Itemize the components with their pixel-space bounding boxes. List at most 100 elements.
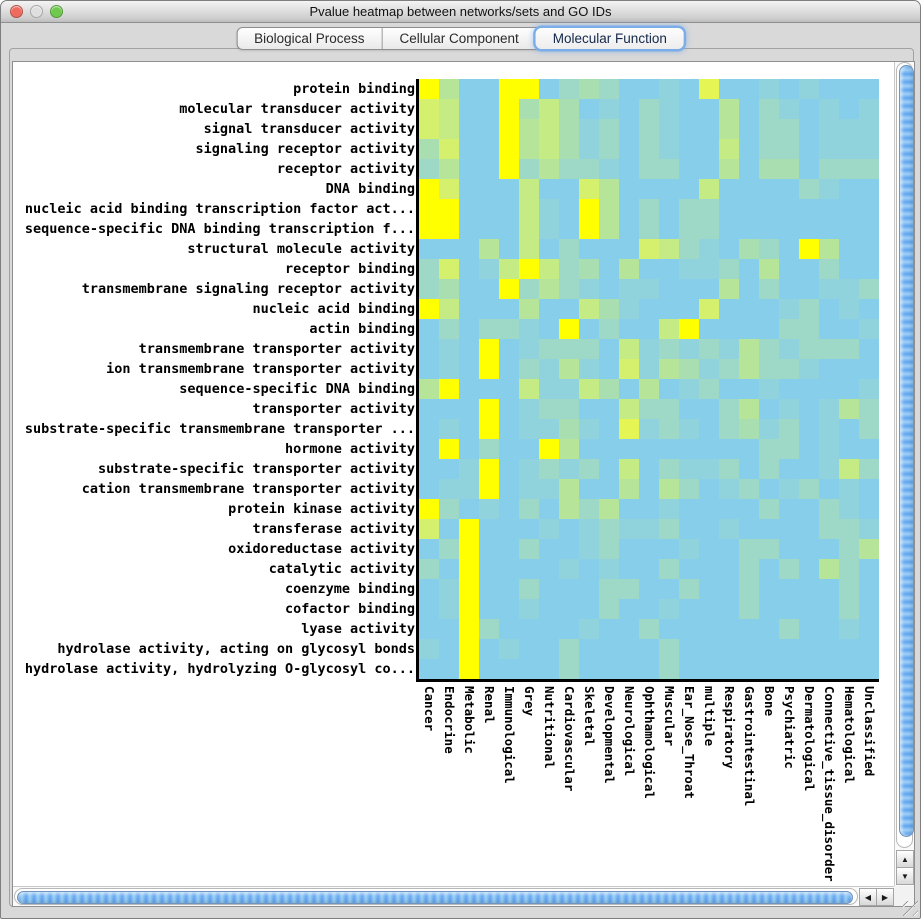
heatmap-cell [559, 399, 579, 419]
heatmap-cell [759, 299, 779, 319]
heatmap-cell [599, 259, 619, 279]
heatmap-cell [459, 219, 479, 239]
heatmap-cell [819, 599, 839, 619]
heatmap-cell [619, 419, 639, 439]
heatmap-cell [439, 659, 459, 679]
heatmap-cell [579, 579, 599, 599]
close-button[interactable] [10, 5, 23, 18]
heatmap-cell [559, 199, 579, 219]
heatmap-cell [839, 499, 859, 519]
heatmap-cell [519, 579, 539, 599]
heatmap-cell [459, 459, 479, 479]
heatmap-cell [859, 419, 879, 439]
tab-cellular-component[interactable]: Cellular Component [381, 28, 535, 49]
heatmap-cell [639, 379, 659, 399]
heatmap-cell [859, 579, 879, 599]
heatmap-cell [459, 299, 479, 319]
heatmap-cell [819, 279, 839, 299]
heatmap-cell [539, 219, 559, 239]
heatmap-cell [819, 579, 839, 599]
heatmap-cell [839, 299, 859, 319]
heatmap-cell [679, 259, 699, 279]
heatmap-cell [579, 599, 599, 619]
heatmap-cell [539, 659, 559, 679]
heatmap-cell [719, 419, 739, 439]
heatmap-cell [659, 559, 679, 579]
heatmap-cell [779, 459, 799, 479]
horizontal-scrollbar-track[interactable] [14, 888, 858, 905]
heatmap-cell [539, 559, 559, 579]
tab-biological-process[interactable]: Biological Process [254, 31, 365, 46]
heatmap-cell [539, 479, 559, 499]
heatmap-cell [659, 419, 679, 439]
heatmap-cell [439, 499, 459, 519]
heatmap-cell [579, 159, 599, 179]
heatmap-cell [439, 479, 459, 499]
heatmap-cell [739, 319, 759, 339]
heatmap-cell [499, 279, 519, 299]
heatmap-cell [599, 159, 619, 179]
heatmap-cell [579, 279, 599, 299]
heatmap-cell [799, 659, 819, 679]
scroll-left-button[interactable]: ◀ [859, 888, 877, 906]
scroll-up-button[interactable]: ▲ [896, 850, 914, 868]
heatmap-cell [519, 159, 539, 179]
heatmap-cell [499, 579, 519, 599]
heatmap-cell [459, 659, 479, 679]
heatmap-cell [559, 419, 579, 439]
heatmap-cell [639, 579, 659, 599]
heatmap-cell [779, 199, 799, 219]
heatmap-cell [719, 279, 739, 299]
row-label: nucleic acid binding [252, 301, 415, 317]
heatmap-cell [739, 79, 759, 99]
scroll-right-button[interactable]: ▶ [876, 888, 894, 906]
vertical-scrollbar-thumb[interactable] [899, 65, 914, 837]
tab-molecular-function[interactable]: Molecular Function [535, 28, 684, 49]
vertical-scrollbar-track[interactable] [896, 62, 914, 848]
heatmap-cell [639, 439, 659, 459]
heatmap-cell [779, 559, 799, 579]
resize-grip-icon[interactable] [903, 901, 918, 916]
heatmap-cell [699, 79, 719, 99]
x-axis-line [416, 679, 879, 682]
heatmap-cell [759, 99, 779, 119]
heatmap-cell [719, 239, 739, 259]
heatmap-cell [619, 139, 639, 159]
heatmap-cell [619, 119, 639, 139]
zoom-button[interactable] [50, 5, 63, 18]
column-label: multiple [702, 686, 717, 747]
heatmap-cell [659, 539, 679, 559]
heatmap-cell [819, 179, 839, 199]
vertical-scrollbar[interactable]: ▲ ▼ [894, 62, 914, 886]
heatmap-cell [659, 179, 679, 199]
heatmap-cell [699, 259, 719, 279]
heatmap-cell [839, 459, 859, 479]
heatmap-cell [459, 639, 479, 659]
heatmap-cell [439, 259, 459, 279]
horizontal-scrollbar-thumb[interactable] [17, 891, 853, 904]
heatmap-cell [739, 539, 759, 559]
heatmap-cell [679, 459, 699, 479]
heatmap-cell [659, 579, 679, 599]
heatmap-cell [459, 119, 479, 139]
heatmap-cell [659, 599, 679, 619]
scroll-down-button[interactable]: ▼ [896, 867, 914, 885]
heatmap-cell [859, 199, 879, 219]
heatmap-cell [479, 479, 499, 499]
minimize-button[interactable] [30, 5, 43, 18]
column-label: Immunological [502, 686, 517, 784]
heatmap-cell [439, 119, 459, 139]
heatmap-cell [499, 599, 519, 619]
heatmap-cell [599, 439, 619, 459]
heatmap-cell [799, 219, 819, 239]
heatmap-cell [559, 179, 579, 199]
heatmap-cell [779, 379, 799, 399]
heatmap-cell [519, 559, 539, 579]
heatmap-cell [599, 79, 619, 99]
heatmap-cell [739, 359, 759, 379]
heatmap-cell [539, 599, 559, 619]
heatmap-cell [699, 619, 719, 639]
heatmap-cell [799, 99, 819, 119]
horizontal-scrollbar[interactable]: ◀ ▶ [13, 886, 894, 906]
heatmap-content: protein binding molecular transducer acti… [13, 62, 894, 886]
